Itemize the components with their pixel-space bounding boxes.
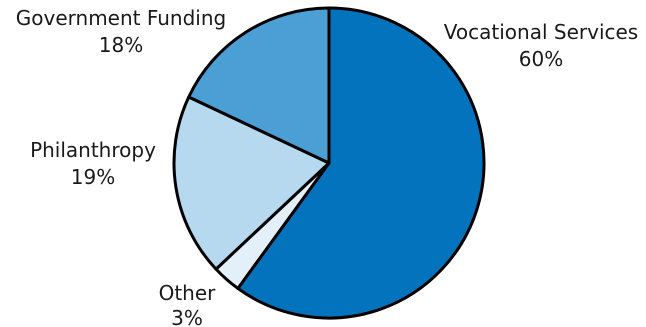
pie-slice-vocational-services: [236, 6, 486, 320]
slice-value-label-other: 3%: [171, 306, 203, 327]
slice-value-label-government-funding: 18%: [99, 33, 143, 57]
pie-slices: [172, 6, 486, 320]
slice-label-vocational-services: Vocational Services: [444, 20, 638, 44]
slice-value-label-vocational-services: 60%: [519, 47, 563, 71]
pie-slice-philanthropy: [172, 95, 331, 271]
slice-label-other: Other: [159, 281, 217, 305]
slice-label-government-funding: Government Funding: [16, 6, 226, 30]
slice-label-philanthropy: Philanthropy: [30, 138, 156, 162]
slice-value-label-philanthropy: 19%: [71, 165, 115, 189]
pie-slice-government-funding: [187, 6, 331, 165]
